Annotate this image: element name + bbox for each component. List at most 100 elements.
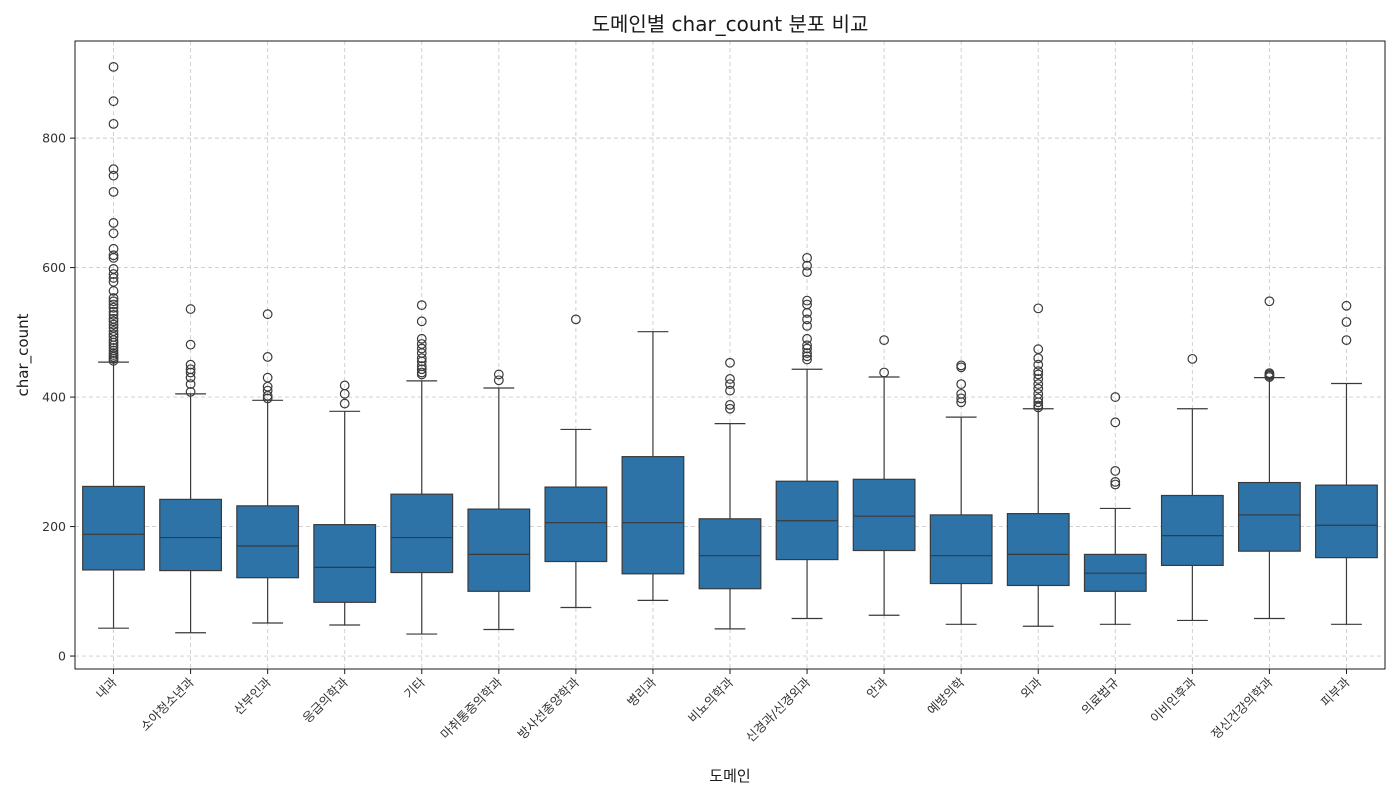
outlier-point (802, 348, 812, 358)
outlier-point (956, 393, 967, 404)
outlier-point (1264, 372, 1275, 382)
x-tick-label: 피부과 (1318, 674, 1353, 709)
x-tick-label: 소아청소년과 (137, 674, 197, 734)
x-tick-label: 비뇨의학과 (685, 674, 737, 726)
outlier-point (108, 170, 119, 181)
box-group (1006, 303, 1070, 627)
box-group (544, 314, 608, 609)
outlier-point (108, 228, 119, 239)
y-tick-label: 600 (42, 260, 66, 275)
iqr-box (698, 518, 762, 590)
box-group (313, 380, 377, 626)
outlier-point (1033, 379, 1044, 390)
x-tick-label: 기타 (401, 674, 428, 701)
outlier-point (1341, 300, 1352, 311)
outlier-point (493, 375, 504, 386)
iqr-box (159, 498, 223, 572)
box-group (929, 360, 993, 625)
x-tick-label: 산부인과 (231, 674, 274, 717)
x-tick-label: 내과 (93, 674, 120, 701)
outlier-point (185, 367, 196, 378)
iqr-box (390, 493, 454, 574)
x-tick-label: 정신건강의학과 (1208, 674, 1276, 742)
box-group (390, 300, 454, 635)
outlier-point (108, 293, 119, 303)
iqr-box (621, 456, 685, 575)
iqr-box (852, 478, 916, 552)
y-tick-label: 0 (58, 649, 66, 664)
iqr-box (82, 485, 145, 571)
iqr-box (929, 514, 993, 585)
outlier-point (108, 273, 119, 283)
outlier-point (802, 295, 812, 306)
x-tick-label: 병리과 (624, 674, 659, 709)
outlier-point (956, 362, 967, 373)
outlier-point (1033, 374, 1044, 384)
outlier-point (1341, 317, 1352, 327)
outlier-point (108, 335, 119, 346)
chart-title: 도메인별 char_count 분포 비교 (592, 12, 869, 36)
outlier-point (108, 286, 119, 296)
iqr-box (313, 524, 377, 603)
y-tick-label: 200 (42, 519, 66, 534)
iqr-box (467, 508, 531, 592)
outlier-point (416, 364, 427, 375)
x-tick-label: 안과 (863, 674, 890, 701)
iqr-box (1006, 513, 1070, 587)
outlier-point (956, 379, 967, 390)
outlier-point (1033, 353, 1044, 364)
outlier-point (956, 397, 967, 408)
box-group (1160, 353, 1224, 622)
outlier-point (802, 343, 812, 354)
x-tick-label: 외과 (1017, 674, 1044, 701)
outlier-point (879, 335, 890, 346)
outlier-point (725, 403, 735, 414)
outlier-point (879, 367, 890, 378)
outlier-point (1033, 383, 1044, 394)
x-tick-label: 방사선종양학과 (514, 674, 582, 742)
outlier-point (108, 340, 119, 351)
outlier-point (108, 250, 119, 261)
box-group (236, 309, 300, 624)
x-tick-label: 응급의학과 (300, 674, 352, 726)
box-layer (82, 61, 1378, 635)
outlier-point (185, 387, 196, 397)
outlier-point (108, 186, 119, 197)
outlier-point (416, 356, 427, 367)
outlier-point (725, 374, 735, 384)
x-tick-label: 신경과/신경외과 (743, 674, 814, 745)
outlier-point (802, 320, 812, 331)
axis-layer: 0 200 400 600 800 내과 소아청소년과 산부인과 응급의학과 기타 마취통증의학과 방… (42, 131, 1353, 745)
outlier-point (1033, 369, 1044, 380)
outlier-point (802, 252, 812, 263)
outlier-point (108, 316, 119, 327)
outlier-point (108, 296, 119, 307)
outlier-point (339, 398, 350, 409)
outlier-point (108, 218, 119, 228)
iqr-box (236, 505, 300, 579)
outlier-point (108, 164, 119, 175)
outlier-point (262, 352, 273, 362)
outlier-point (802, 351, 812, 362)
outlier-point (416, 316, 427, 327)
outlier-point (1110, 479, 1121, 490)
outlier-point (108, 269, 119, 279)
outlier-point (1110, 417, 1121, 428)
outlier-point (108, 96, 119, 107)
outlier-point (108, 306, 119, 317)
box-group (775, 252, 839, 620)
outlier-point (1033, 303, 1044, 314)
box-group (698, 357, 762, 630)
y-tick-label: 800 (42, 131, 66, 146)
outlier-point (1110, 465, 1121, 476)
outlier-point (802, 340, 812, 351)
outlier-point (802, 308, 812, 318)
outlier-point (108, 61, 119, 72)
outlier-point (1033, 366, 1044, 377)
outlier-point (1110, 476, 1121, 487)
outlier-point (493, 369, 504, 380)
outlier-point (802, 267, 812, 278)
outlier-point (416, 300, 427, 311)
box-group (1083, 392, 1147, 625)
box-group (82, 61, 145, 629)
